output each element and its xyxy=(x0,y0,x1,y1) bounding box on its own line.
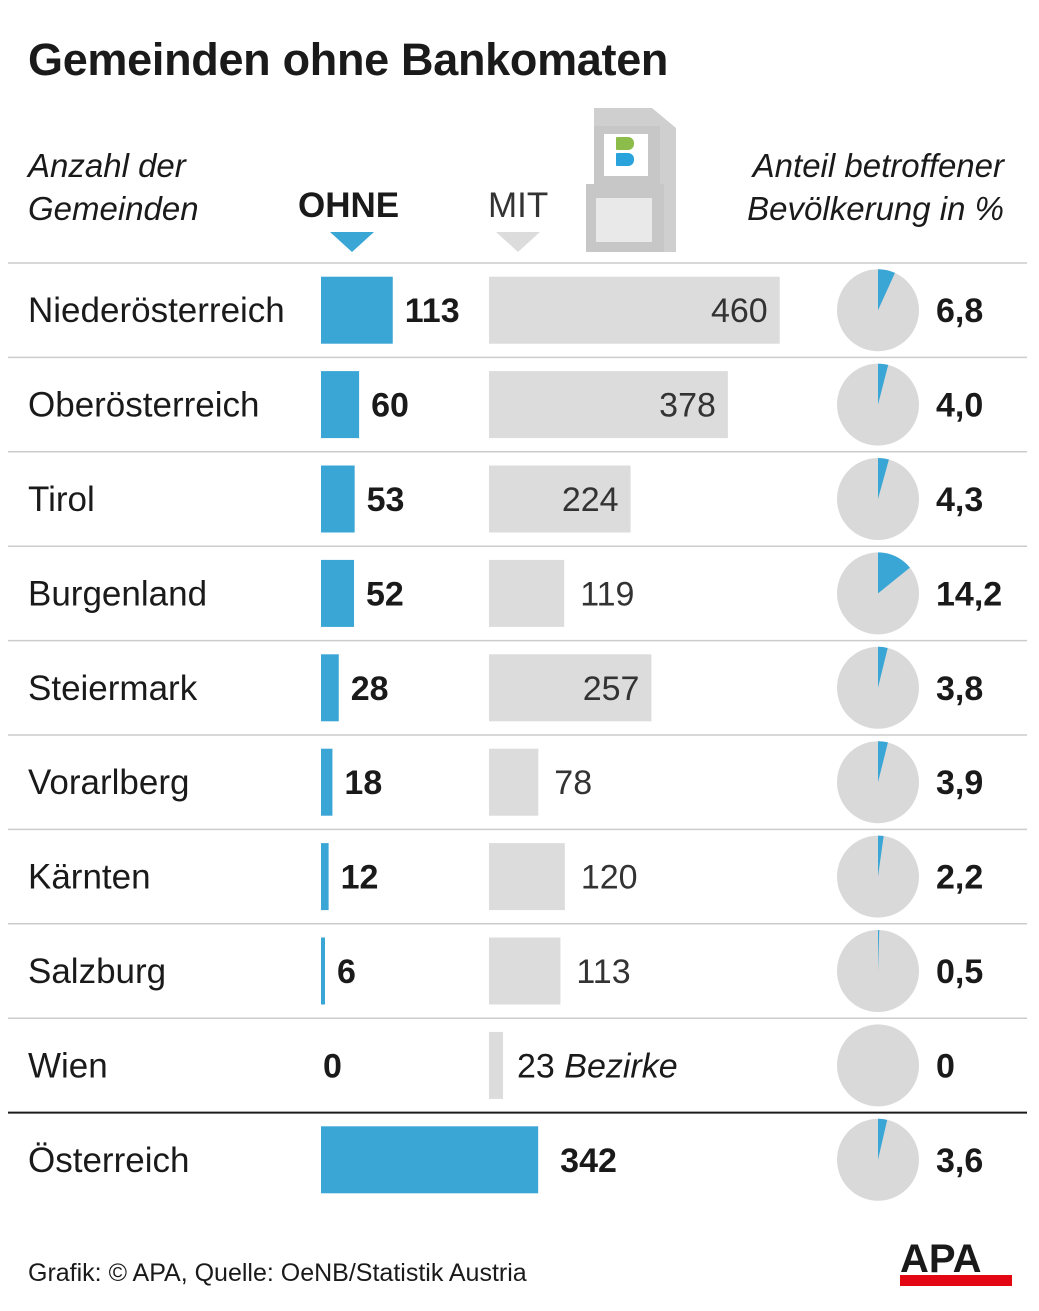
region-label: Salzburg xyxy=(28,952,166,991)
header-share-line2: Bevölkerung in % xyxy=(747,190,1004,227)
apa-logo: APA xyxy=(900,1238,1012,1286)
share-pie-slice xyxy=(878,363,889,405)
region-label: Kärnten xyxy=(28,858,151,897)
mit-bar xyxy=(489,1031,503,1099)
header-count-line2: Gemeinden xyxy=(28,190,199,227)
ohne-bar xyxy=(321,371,360,439)
mit-bar xyxy=(489,654,652,722)
share-value: 14,2 xyxy=(936,575,1002,613)
mit-bar xyxy=(489,843,565,911)
share-value: 6,8 xyxy=(936,292,983,330)
ohne-value: 53 xyxy=(367,481,405,519)
mit-bar xyxy=(489,937,561,1005)
ohne-bar xyxy=(321,465,355,533)
region-label: Niederösterreich xyxy=(28,291,285,330)
ohne-value: 113 xyxy=(405,292,460,330)
total-share-pie-slice xyxy=(878,1118,888,1160)
header-share-line1: Anteil betroffener xyxy=(752,147,1004,184)
mit-bar xyxy=(489,465,631,533)
ohne-bar xyxy=(321,559,355,627)
mit-bar xyxy=(489,276,780,344)
header-ohne: OHNE xyxy=(298,186,400,225)
share-pie-base xyxy=(837,1024,919,1107)
mit-value: 378 xyxy=(659,387,716,425)
mit-marker xyxy=(496,232,540,252)
region-label: Steiermark xyxy=(28,669,198,708)
mit-value: 224 xyxy=(562,481,619,519)
mit-value: 78 xyxy=(554,764,592,802)
header-count-line1: Anzahl der xyxy=(28,147,186,184)
total-ohne-value: 342 xyxy=(560,1142,617,1180)
region-label: Wien xyxy=(28,1046,108,1085)
ohne-value: 52 xyxy=(366,575,404,613)
ohne-value: 28 xyxy=(351,670,389,708)
total-ohne-bar xyxy=(321,1126,539,1194)
ohne-bar xyxy=(321,748,333,816)
header-mit: MIT xyxy=(488,186,549,225)
share-value: 4,3 xyxy=(936,481,983,519)
ohne-value: 60 xyxy=(371,387,409,425)
ohne-value: 0 xyxy=(323,1047,342,1085)
share-pie-slice xyxy=(878,835,884,877)
region-label: Oberösterreich xyxy=(28,386,259,425)
share-value: 4,0 xyxy=(936,387,983,425)
mit-value: 113 xyxy=(576,953,630,991)
total-label: Österreich xyxy=(28,1141,189,1180)
header-count-label: Anzahl der Gemeinden xyxy=(28,144,199,230)
region-label: Tirol xyxy=(28,480,95,519)
total-share-value: 3,6 xyxy=(936,1142,983,1180)
share-pie-slice xyxy=(878,930,880,971)
share-value: 3,8 xyxy=(936,670,983,708)
mit-value: 120 xyxy=(581,859,638,897)
atm-icon xyxy=(586,108,676,252)
share-pie-slice xyxy=(878,269,895,311)
header-share-label: Anteil betroffener Bevölkerung in % xyxy=(747,144,1004,230)
footer-credit: Grafik: © APA, Quelle: OeNB/Statistik Au… xyxy=(28,1259,527,1287)
share-pie-slice xyxy=(878,458,889,499)
ohne-bar xyxy=(321,843,329,911)
mit-bar xyxy=(489,559,565,627)
mit-value: 460 xyxy=(711,292,768,330)
ohne-bar xyxy=(321,654,339,722)
svg-text:APA: APA xyxy=(900,1238,981,1281)
mit-value: 257 xyxy=(583,670,640,708)
share-pie-slice xyxy=(878,646,888,688)
chart-title: Gemeinden ohne Bankomaten xyxy=(28,34,669,85)
region-label: Vorarlberg xyxy=(28,763,189,802)
mit-bar xyxy=(489,748,539,816)
share-value: 0 xyxy=(936,1047,955,1085)
region-label: Burgenland xyxy=(28,574,207,613)
mit-value: 119 xyxy=(580,575,634,613)
share-pie-slice xyxy=(878,741,888,783)
mit-value: 23 Bezirke xyxy=(517,1047,678,1085)
ohne-value: 18 xyxy=(344,764,382,802)
share-value: 0,5 xyxy=(936,953,983,991)
ohne-value: 6 xyxy=(337,953,356,991)
share-value: 3,9 xyxy=(936,764,983,802)
ohne-marker xyxy=(330,232,374,252)
ohne-value: 12 xyxy=(341,859,379,897)
ohne-bar xyxy=(321,937,325,1005)
share-pie-slice xyxy=(878,552,910,594)
ohne-bar xyxy=(321,276,393,344)
share-value: 2,2 xyxy=(936,859,983,897)
mit-bar xyxy=(489,371,728,439)
